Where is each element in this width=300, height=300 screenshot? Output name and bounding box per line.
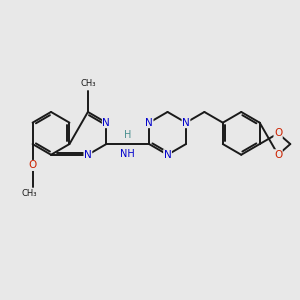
Text: NH: NH xyxy=(120,148,135,159)
Text: CH₃: CH₃ xyxy=(80,80,96,88)
Text: N: N xyxy=(182,118,190,128)
Text: N: N xyxy=(145,118,153,128)
Text: CH₃: CH₃ xyxy=(21,189,37,198)
Text: O: O xyxy=(274,128,282,138)
Text: H: H xyxy=(124,130,131,140)
Text: O: O xyxy=(274,150,282,160)
Text: N: N xyxy=(102,118,110,128)
Text: N: N xyxy=(84,150,92,160)
Text: N: N xyxy=(164,150,171,160)
Text: O: O xyxy=(28,160,37,170)
